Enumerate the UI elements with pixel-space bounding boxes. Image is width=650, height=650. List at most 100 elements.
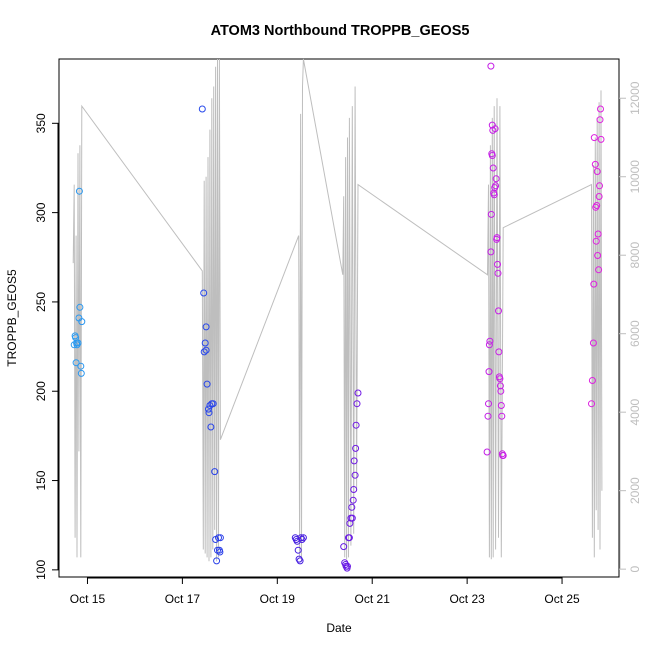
x-tick-label: Oct 19 (260, 592, 296, 606)
data-point (348, 514, 356, 522)
y-axis-label: TROPPB_GEOS5 (5, 269, 19, 367)
altitude-line (72, 58, 603, 562)
axes-layer: Oct 15 Oct 17 Oct 19 Oct 21 Oct 23 Oct 25 100 1… (34, 81, 642, 606)
data-point (200, 289, 208, 297)
points-layer (70, 62, 605, 572)
data-point (593, 168, 601, 175)
data-point (486, 337, 494, 345)
data-point (488, 152, 496, 159)
data-point (492, 175, 500, 183)
y2-tick-label: 12000 (628, 81, 642, 115)
data-point (484, 412, 492, 420)
data-point (489, 164, 497, 172)
data-point (298, 536, 306, 543)
data-point (497, 402, 505, 409)
data-point (588, 400, 595, 408)
x-tick-label: Oct 17 (165, 592, 201, 606)
plot-frame (58, 58, 620, 578)
data-point (294, 546, 302, 554)
data-point (493, 234, 501, 242)
y-tick-label: 350 (34, 113, 48, 133)
data-point (597, 135, 605, 143)
data-point (216, 534, 224, 542)
data-point (485, 341, 493, 349)
data-point (351, 471, 359, 479)
data-point (597, 105, 604, 113)
x-axis-label: Date (326, 621, 352, 635)
x-tick-label: Oct 21 (355, 592, 391, 606)
data-point (483, 448, 491, 456)
x-tick-label: Oct 15 (70, 592, 106, 606)
data-point (596, 182, 603, 190)
data-point (494, 260, 501, 268)
data-point (495, 307, 502, 315)
data-point (498, 412, 506, 420)
y-tick-label: 300 (34, 202, 48, 222)
data-point (75, 187, 83, 195)
data-point (494, 269, 502, 277)
data-point (299, 534, 307, 542)
data-point (198, 105, 206, 113)
data-point (205, 409, 213, 417)
data-point (213, 557, 221, 565)
data-point (350, 486, 358, 493)
data-point (207, 423, 215, 431)
y2-tick-label: 0 (628, 565, 642, 572)
data-point (352, 421, 360, 429)
data-point (496, 375, 504, 383)
data-point (77, 362, 85, 370)
altitude-line-layer (72, 58, 603, 562)
data-point (594, 230, 602, 238)
y2-tick-label: 2000 (628, 477, 642, 504)
data-point (203, 380, 211, 388)
data-point (74, 339, 82, 347)
data-point (296, 557, 304, 565)
data-point (593, 202, 601, 209)
data-point (591, 160, 599, 168)
data-point (496, 382, 504, 390)
data-point (491, 125, 499, 133)
y-tick-label: 150 (34, 470, 48, 490)
data-point (76, 303, 84, 311)
data-point (202, 346, 210, 354)
data-point (209, 400, 217, 408)
y2-tick-label: 6000 (628, 320, 642, 347)
data-point (216, 548, 224, 556)
data-point (492, 182, 500, 190)
data-point (352, 444, 360, 452)
data-point (487, 62, 495, 70)
y-tick-label: 200 (34, 381, 48, 401)
data-point (487, 248, 495, 256)
data-point (350, 457, 358, 465)
data-point (595, 266, 603, 274)
data-point (497, 387, 505, 395)
y-tick-label: 250 (34, 292, 48, 312)
data-point (590, 134, 598, 142)
data-point (201, 339, 209, 347)
y2-tick-label: 4000 (628, 399, 642, 426)
data-point (200, 348, 208, 356)
data-point (211, 468, 219, 476)
data-point (588, 377, 596, 384)
y2-tick-label: 8000 (628, 242, 642, 269)
data-point (345, 534, 353, 542)
data-point (215, 534, 222, 542)
data-point (595, 193, 603, 200)
data-point (485, 368, 493, 376)
data-point (487, 210, 495, 218)
data-point (202, 323, 210, 331)
data-point (349, 496, 357, 504)
data-point (205, 405, 212, 413)
data-point (78, 318, 86, 326)
data-point (596, 116, 604, 124)
data-point (206, 402, 214, 409)
data-point (590, 280, 598, 288)
data-point (592, 237, 600, 245)
data-point (354, 389, 362, 397)
data-point (293, 537, 301, 545)
x-tick-label: Oct 23 (449, 592, 485, 606)
data-point (72, 359, 80, 367)
data-point (340, 543, 348, 551)
